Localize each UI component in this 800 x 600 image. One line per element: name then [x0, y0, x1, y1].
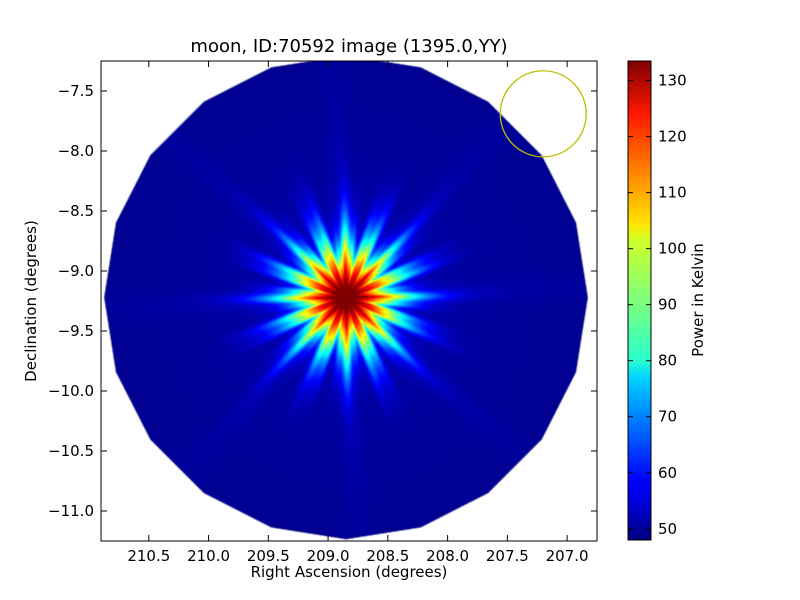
x-axis-ticks: 210.5 210.0 209.5 209.0 208.5 208.0 207.5 207.0	[127, 61, 589, 565]
y-tick-label: −7.5	[58, 82, 94, 100]
y-tick-label: −9.5	[58, 322, 94, 340]
chart-title: moon, ID:70592 image (1395.0,YY)	[190, 36, 507, 57]
beam-circle	[499, 70, 587, 158]
colorbar-tick-label: 90	[658, 296, 677, 314]
colorbar-label: Power in Kelvin	[689, 243, 707, 357]
colorbar-tick-label: 130	[658, 72, 687, 90]
plot-area: 210.5 210.0 209.5 209.0 208.5 208.0 207.5 207.0…	[48, 60, 598, 565]
plot-frame	[100, 60, 598, 542]
x-tick-label: 208.0	[426, 547, 469, 565]
colorbar-tick-label: 60	[658, 464, 677, 482]
y-axis-ticks: −7.5 −8.0 −8.5 −9.0 −9.5 −10.0 −10.5 −11.0	[48, 82, 597, 520]
colorbar-tick-label: 50	[658, 520, 677, 538]
x-tick-label: 207.0	[546, 547, 589, 565]
y-tick-label: −8.5	[58, 202, 94, 220]
x-tick-label: 207.5	[486, 547, 529, 565]
colorbar-ticks: 50 60 70 80 90 100 110 120 130	[628, 72, 687, 538]
x-tick-label: 208.5	[366, 547, 409, 565]
colorbar-tick-label: 110	[658, 184, 687, 202]
colorbar: 50 60 70 80 90 100 110 120 130 Power in Kelvin	[627, 60, 707, 541]
colorbar-gradient	[627, 60, 652, 541]
y-tick-label: −9.0	[58, 262, 94, 280]
colorbar-tick-label: 70	[658, 408, 677, 426]
y-tick-label: −10.5	[48, 442, 94, 460]
y-axis-label: Declination (degrees)	[22, 220, 40, 382]
x-tick-label: 210.5	[127, 547, 170, 565]
colorbar-tick-label: 100	[658, 240, 687, 258]
colorbar-tick-label: 80	[658, 352, 677, 370]
x-tick-label: 209.5	[247, 547, 290, 565]
x-tick-label: 209.0	[307, 547, 350, 565]
x-axis-label: Right Ascension (degrees)	[251, 563, 448, 581]
heatmap-image	[101, 61, 597, 541]
y-tick-label: −8.0	[58, 142, 94, 160]
y-tick-label: −10.0	[48, 382, 94, 400]
y-tick-label: −11.0	[48, 502, 94, 520]
x-tick-label: 210.0	[187, 547, 230, 565]
colorbar-tick-label: 120	[658, 128, 687, 146]
